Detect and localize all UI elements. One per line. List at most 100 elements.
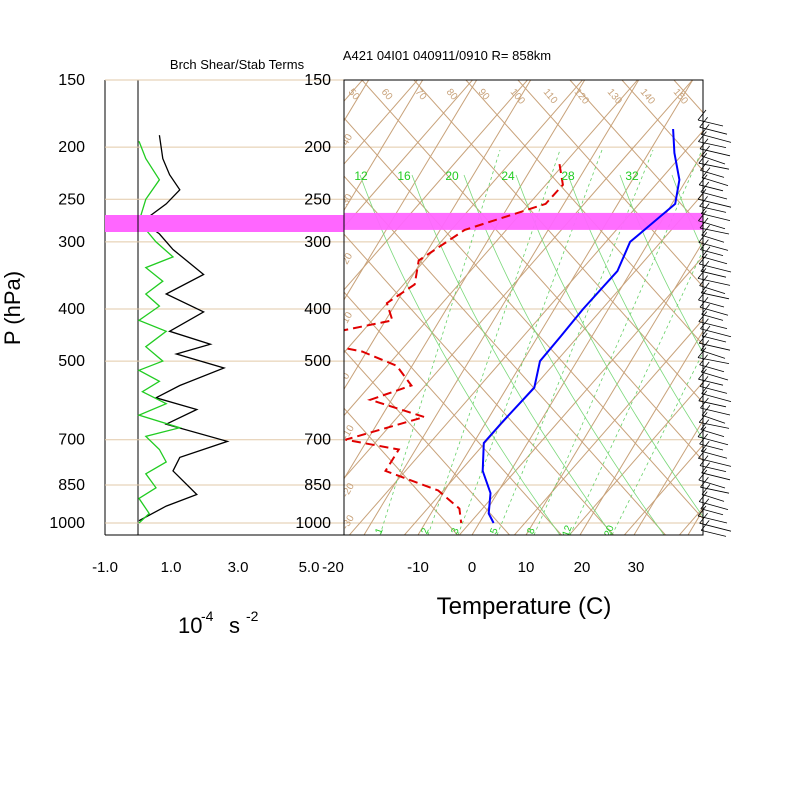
skewt-panel: A421 04I01 040911/0910 R= 858km 12 16 20 24… xyxy=(0,48,800,620)
wind-barb xyxy=(699,306,729,316)
pressure-label-right: 300 xyxy=(304,234,331,251)
wind-barb-feather xyxy=(697,188,707,200)
wind-barb-feather xyxy=(699,275,708,286)
dry-adiabat-line xyxy=(344,80,364,102)
wind-barb xyxy=(699,148,731,157)
wind-barb-feather xyxy=(698,152,708,164)
isotherm-line xyxy=(417,80,694,535)
dry-adiabat-line xyxy=(730,60,800,540)
wind-barb-feather xyxy=(700,397,709,409)
wind-barb-feather xyxy=(697,505,707,517)
wetbulb-label: 10 xyxy=(340,310,355,326)
isotherm-line xyxy=(344,80,478,301)
wind-barb-feather xyxy=(700,160,709,171)
dry-adiabat-line xyxy=(344,291,563,535)
wind-barb-feather xyxy=(699,433,708,445)
wind-barb xyxy=(699,443,724,451)
isotherm-line xyxy=(796,80,800,535)
wind-barb-feather xyxy=(697,109,707,121)
dry-adiabat-line xyxy=(458,255,703,535)
dry-adiabat-line xyxy=(344,80,529,291)
dry-adiabat-line xyxy=(760,60,800,540)
isotherm-line xyxy=(471,151,703,535)
dry-adiabat-line xyxy=(465,80,703,346)
wind-barb-feather xyxy=(699,217,709,229)
wind-barb-feather xyxy=(698,448,707,459)
wind-barb xyxy=(701,155,726,165)
mixing-ratio-low-label: 8 xyxy=(526,526,538,535)
dry-adiabat-line xyxy=(344,233,615,535)
wind-barb-feather xyxy=(700,361,710,373)
stability-term-line xyxy=(137,141,183,524)
pressure-label-left: 850 xyxy=(58,477,85,494)
wind-barb xyxy=(698,141,727,148)
wind-barb-feather xyxy=(700,318,709,330)
skewt-xtick-label: 30 xyxy=(628,559,645,576)
wind-barb xyxy=(701,494,725,502)
wind-barb-feather xyxy=(701,484,711,495)
wind-barb xyxy=(698,162,730,170)
theta-label: 90 xyxy=(476,87,492,103)
wind-barb xyxy=(701,134,732,143)
skewt-xtick-label: -10 xyxy=(407,559,429,576)
wind-barb xyxy=(698,220,726,230)
wind-barb xyxy=(699,386,728,394)
isotherm-line xyxy=(742,80,800,535)
pressure-label-left: 1000 xyxy=(49,515,85,532)
pressure-label-left: 400 xyxy=(58,301,85,318)
pressure-label-right: 850 xyxy=(304,477,331,494)
wind-barb xyxy=(699,522,732,532)
skewt-xtick-label: 0 xyxy=(468,559,476,576)
wind-barb xyxy=(701,414,726,424)
dry-adiabat-line xyxy=(673,80,703,114)
wind-barb xyxy=(699,227,730,235)
mixing-ratio-low-label: 20 xyxy=(603,524,617,539)
skewt-xlabel: Temperature (C) xyxy=(437,593,612,620)
pressure-label-left: 250 xyxy=(58,191,85,208)
wind-barb-feather xyxy=(700,260,710,272)
left-xlabel-exponent: -4 xyxy=(201,608,214,624)
wind-barb xyxy=(699,206,727,213)
dry-adiabat-line xyxy=(413,80,703,404)
mixing-ratio-low-label: 5 xyxy=(489,526,501,535)
mixing-ratio-low-label: 1 xyxy=(374,526,386,535)
y-axis-title: P (hPa) xyxy=(0,271,25,345)
wind-barb-feather xyxy=(697,347,707,358)
wind-barb-feather xyxy=(701,145,710,157)
wind-barb-feather xyxy=(699,116,708,128)
dry-adiabat-line xyxy=(0,60,325,540)
wind-barb xyxy=(699,342,731,351)
dry-adiabat-line xyxy=(569,80,703,230)
mixing-ratio-label: 16 xyxy=(397,169,411,183)
wind-barb xyxy=(699,285,726,294)
dewpoint-profile-line xyxy=(344,163,564,524)
wind-barb-feather xyxy=(698,174,708,186)
wind-barb xyxy=(701,371,729,381)
theta-label: 70 xyxy=(413,87,429,103)
dry-adiabat-line xyxy=(568,381,703,535)
wind-barb-feather xyxy=(701,383,710,394)
skewt-background-lines xyxy=(0,60,800,540)
wind-barb xyxy=(701,256,728,265)
wind-barb-feather xyxy=(698,332,708,344)
dry-adiabat-line xyxy=(623,444,703,535)
wind-barb xyxy=(697,515,728,524)
dry-adiabat-line xyxy=(344,349,511,535)
left-panel-title: Brch Shear/Stab Terms xyxy=(170,57,305,72)
isotherm-line xyxy=(0,80,261,535)
left-pressure-gridlines xyxy=(105,79,344,524)
left-xtick-label: 1.0 xyxy=(161,559,182,576)
highlight-band-left xyxy=(105,215,344,232)
wetbulb-label: 0 xyxy=(340,371,353,382)
wind-barb-feather xyxy=(699,512,708,524)
dry-adiabat-line xyxy=(344,80,639,417)
wetbulb-label: 40 xyxy=(340,132,355,148)
wind-barb-feather xyxy=(698,232,708,243)
wind-barb xyxy=(700,328,732,338)
wetbulb-label: -20 xyxy=(340,481,357,499)
wind-barb-feather xyxy=(700,124,710,135)
wind-barb-feather xyxy=(699,138,709,150)
wind-barb xyxy=(697,119,724,127)
mixing-ratio-low-label: 2 xyxy=(420,526,432,535)
pressure-label-left: 150 xyxy=(58,72,85,89)
